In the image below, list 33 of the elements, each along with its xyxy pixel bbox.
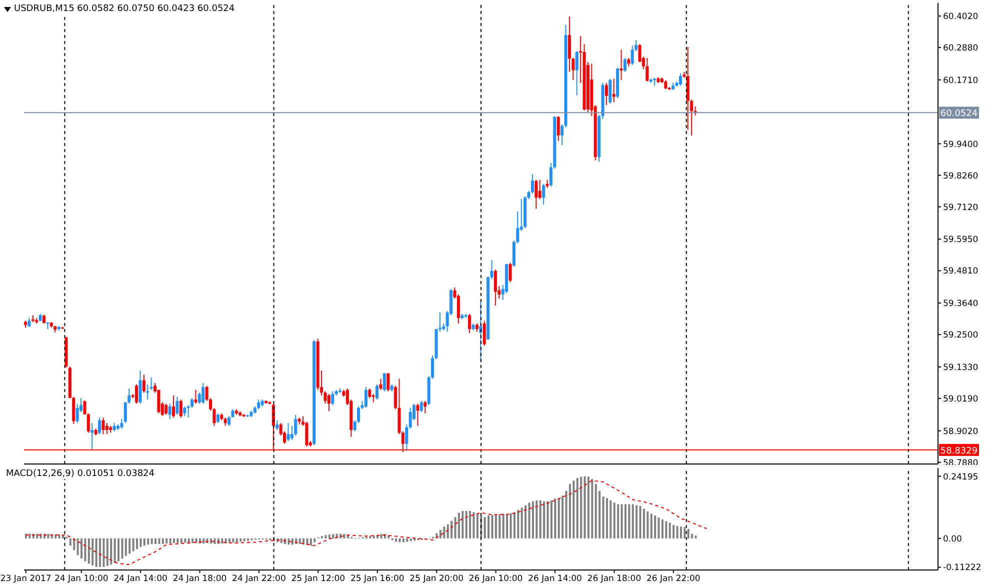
y-tick-label: 60.1710 <box>943 76 978 86</box>
x-tick-label: 26 Jan 14:00 <box>528 574 582 584</box>
y-tick-label: 59.3640 <box>943 299 978 310</box>
x-tick-label: 26 Jan 10:00 <box>468 574 523 584</box>
x-tick-label: 24 Jan 10:00 <box>54 574 108 584</box>
y-tick-label: 59.9400 <box>943 140 978 150</box>
x-tick-label: 25 Jan 16:00 <box>350 574 404 584</box>
x-tick-label: 23 Jan 2017 <box>0 574 52 584</box>
y-tick-label: 60.2880 <box>943 44 978 54</box>
y-tick-label: 58.9020 <box>943 426 978 437</box>
x-tick-label: 24 Jan 14:00 <box>114 574 168 584</box>
x-tick-label: 24 Jan 18:00 <box>172 574 227 584</box>
y-tick-label: 59.5950 <box>943 235 978 246</box>
x-tick-label: 26 Jan 22:00 <box>646 574 700 584</box>
y-tick-label: 59.7120 <box>943 202 978 213</box>
y-tick-label: 0.00 <box>943 534 962 544</box>
y-tick-label: 60.4020 <box>943 12 978 22</box>
y-tick-label: 59.1330 <box>943 362 978 373</box>
x-tick-label: 25 Jan 20:00 <box>410 574 464 584</box>
x-tick-label: 24 Jan 22:00 <box>232 574 286 584</box>
y-tick-label: 59.2500 <box>943 330 978 341</box>
ref-line-label: 60.0524 <box>940 109 978 120</box>
y-tick-label: 59.0190 <box>943 394 978 404</box>
y-tick-label: 58.7880 <box>943 458 978 468</box>
y-tick-label: 59.4810 <box>943 266 978 277</box>
chart-title: MACD(12,26,9) 0.01051 0.03824 <box>6 469 155 479</box>
y-tick-label: 59.8260 <box>943 171 978 182</box>
y-tick-label: 0.24195 <box>943 472 978 482</box>
y-tick-label: -0.11222 <box>943 563 982 574</box>
x-tick-label: 26 Jan 18:00 <box>587 574 642 584</box>
x-tick-label: 25 Jan 12:00 <box>291 574 346 584</box>
ref-line-label: 58.8329 <box>940 446 978 456</box>
chart-title: USDRUB,M15 60.0582 60.0750 60.0423 60.0524 <box>14 4 235 14</box>
